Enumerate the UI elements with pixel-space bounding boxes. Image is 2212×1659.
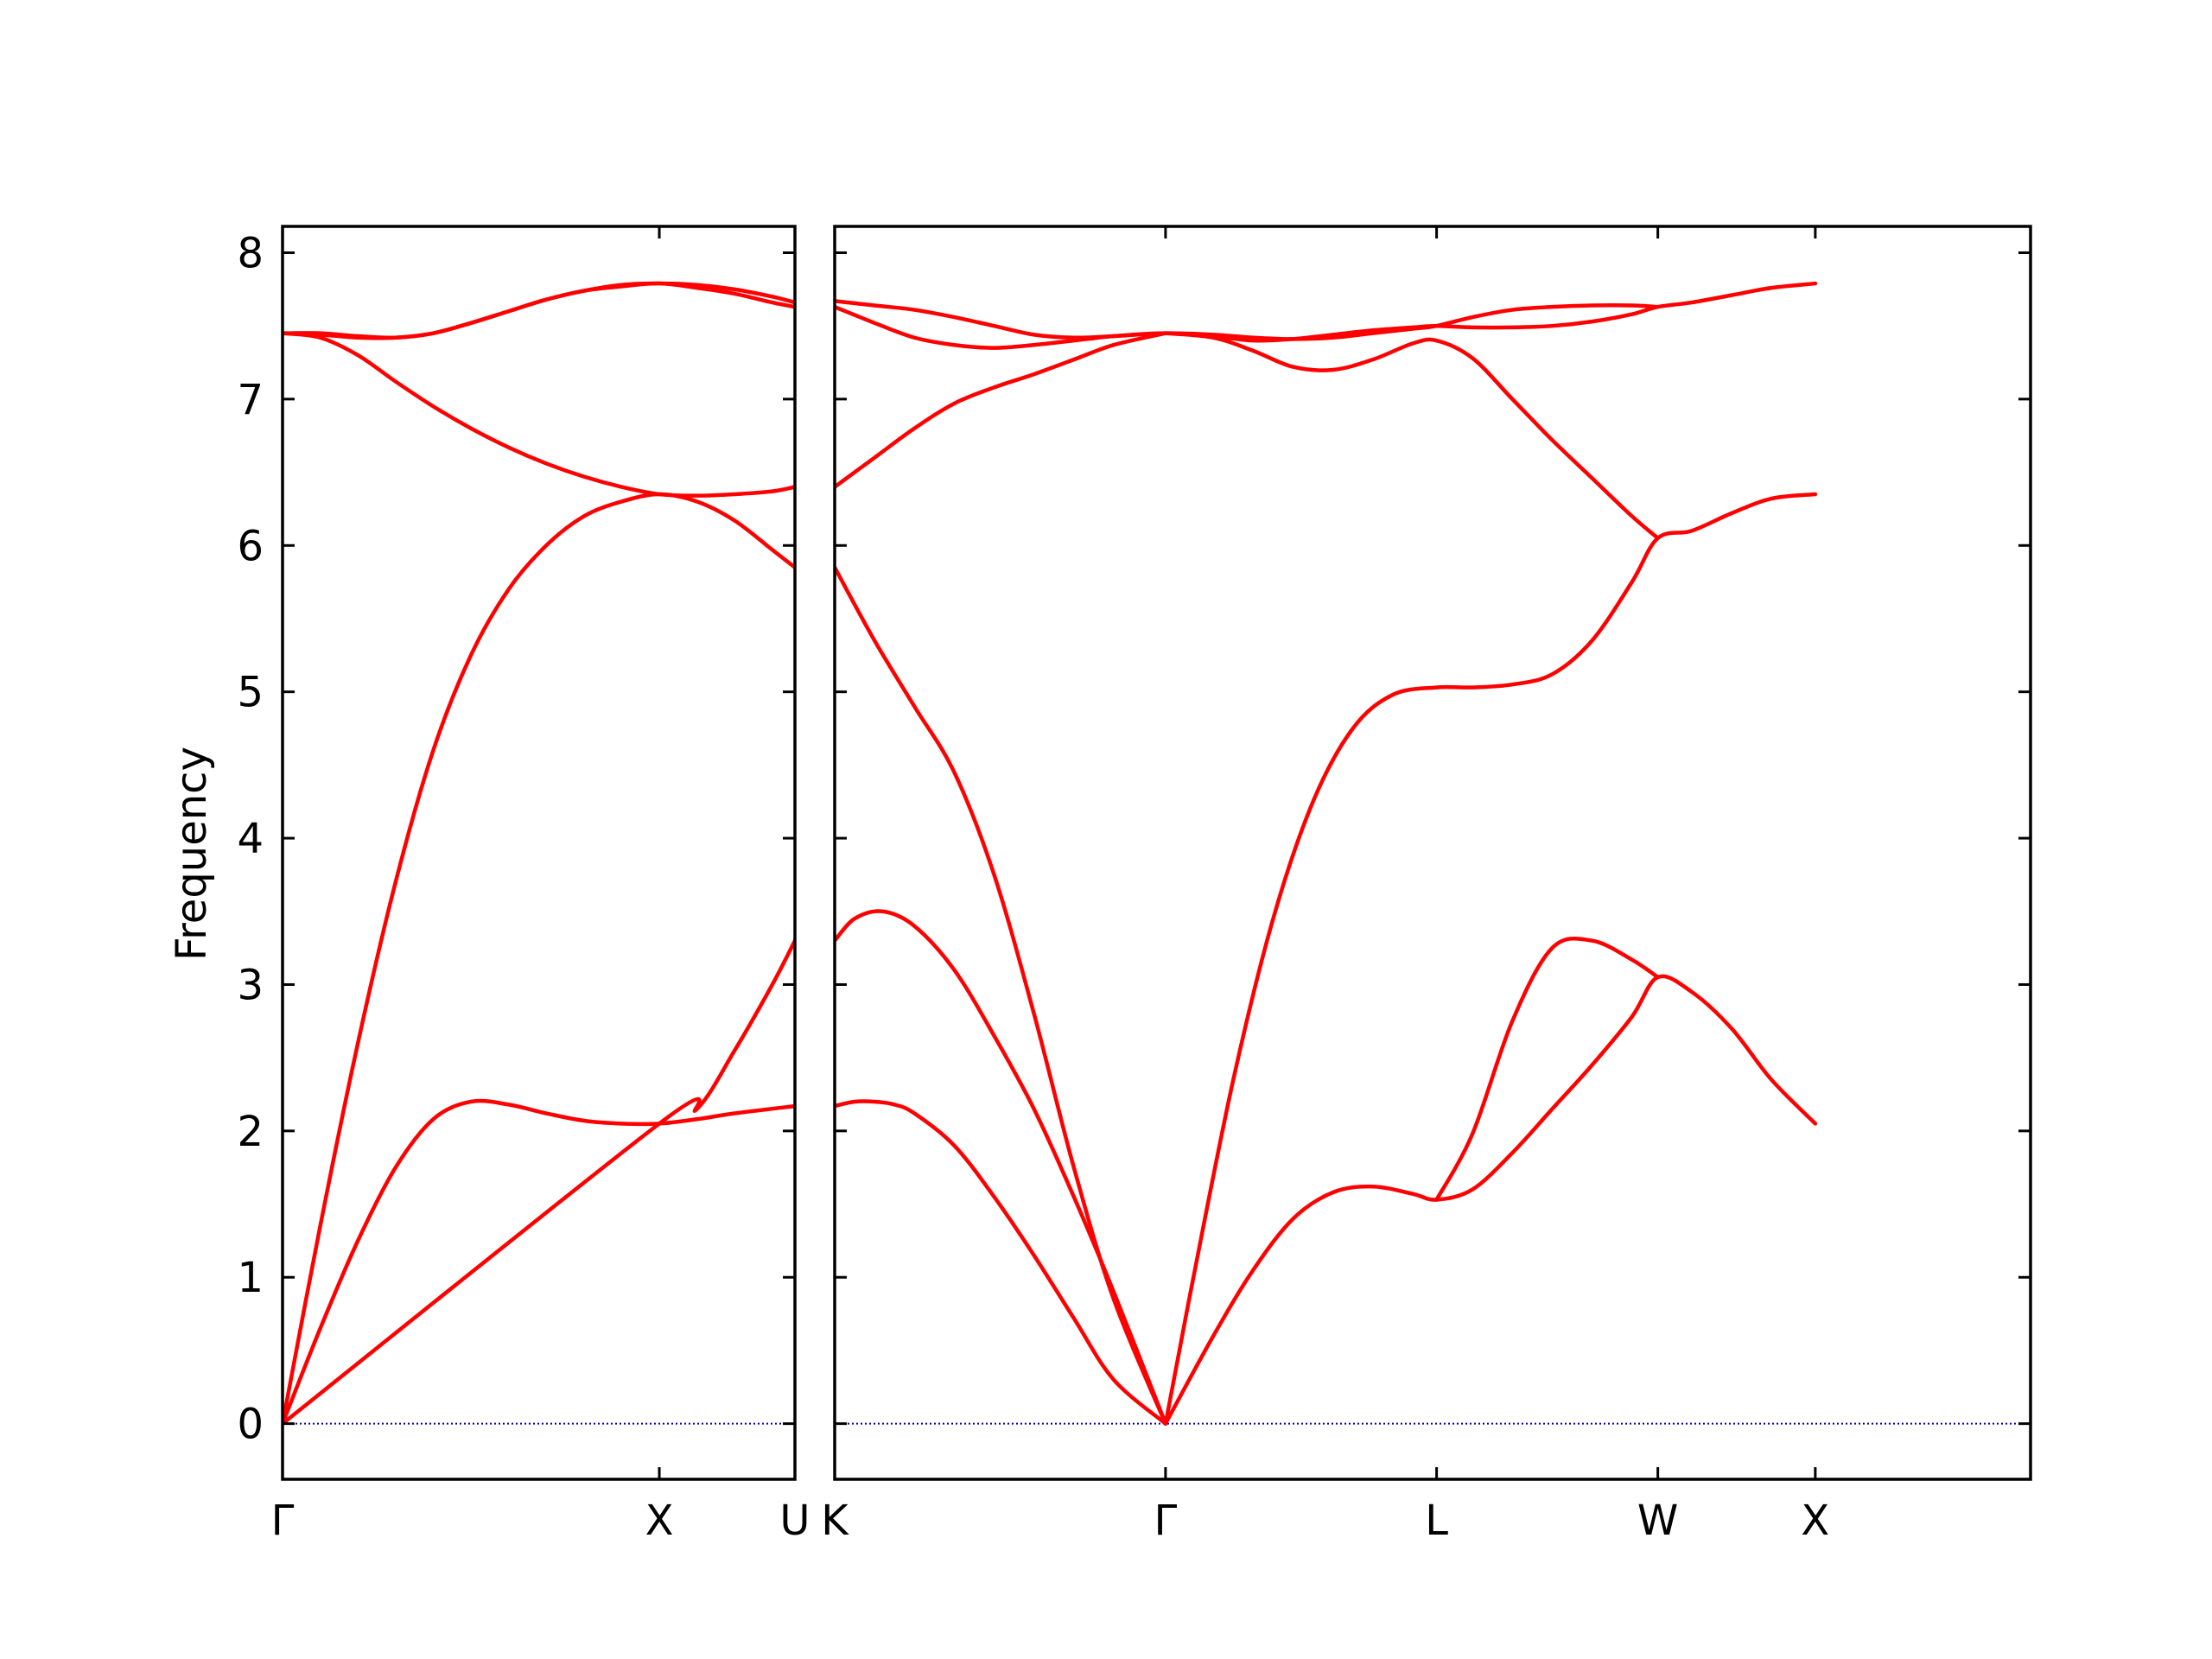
band-left-1	[283, 1098, 795, 1426]
plot-frame-left	[281, 225, 797, 1481]
y-tick-label: 5	[237, 669, 264, 717]
x-tick-label-right-1: K	[821, 1497, 849, 1545]
band-right-5	[1434, 936, 1660, 1202]
band-left-6	[283, 281, 795, 340]
band-right-4	[1163, 974, 1818, 1426]
band-left-2	[283, 938, 795, 1426]
x-tick-label-right-4: W	[1637, 1497, 1678, 1545]
band-right-10	[835, 299, 1660, 341]
x-tick-label-right-5: X	[1801, 1497, 1829, 1545]
x-tick-label-left-2: X	[645, 1497, 674, 1545]
y-axis-title: Frequency	[168, 747, 216, 961]
band-right-3	[835, 565, 1168, 1426]
plot-frame-right	[833, 225, 2032, 1481]
band-right-2	[835, 909, 1168, 1426]
y-tick-label: 8	[237, 229, 264, 277]
y-tick-label: 1	[237, 1254, 264, 1302]
y-tick-label: 0	[237, 1401, 264, 1449]
y-tick-labels: 0 1 2 3 4 5 6 7 8	[237, 229, 264, 1448]
y-tick-label: 2	[237, 1108, 264, 1156]
x-tick-label-right-2: Γ	[1154, 1497, 1178, 1545]
y-tick-label: 4	[237, 815, 264, 863]
x-tick-label-left-3: U	[779, 1497, 810, 1545]
band-right-6	[1163, 492, 1818, 1426]
y-tick-label: 3	[237, 961, 264, 1009]
band-right-7	[835, 331, 1168, 489]
band-left-3	[283, 492, 795, 1426]
x-tick-label-left-1: Γ	[271, 1497, 295, 1545]
band-right-1	[835, 1099, 1168, 1426]
y-tick-label: 6	[237, 522, 264, 570]
band-left-4	[283, 331, 795, 498]
x-tick-label-right-3: L	[1425, 1497, 1448, 1545]
band-right-8	[1163, 331, 1660, 541]
y-tick-label: 7	[237, 376, 264, 424]
